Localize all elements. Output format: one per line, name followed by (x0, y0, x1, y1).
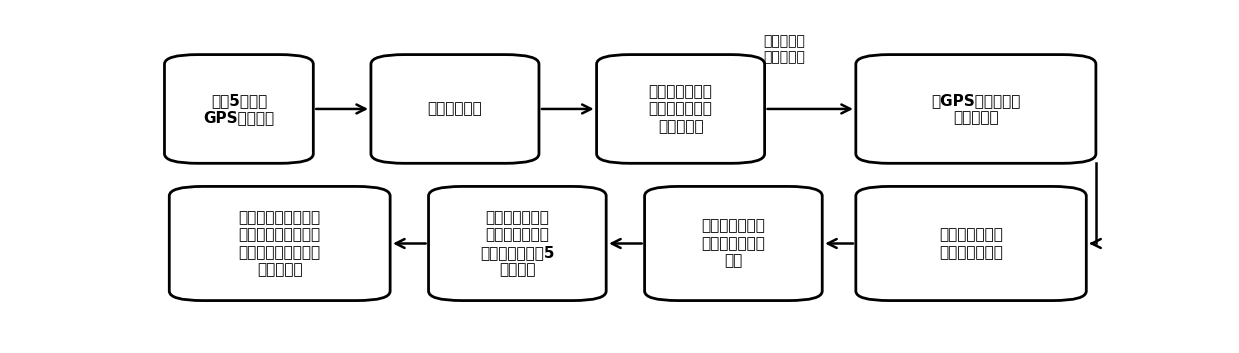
Text: 采集5天公交
GPS历史数据: 采集5天公交 GPS历史数据 (203, 93, 275, 125)
Text: 根据各时间段间隔时
间，计算早晚高峰、
平峰时每个物理站点
的等车时间: 根据各时间段间隔时 间，计算早晚高峰、 平峰时每个物理站点 的等车时间 (239, 210, 321, 277)
Text: 对GPS时间数据格
式进行修改: 对GPS时间数据格 式进行修改 (932, 93, 1021, 125)
FancyBboxPatch shape (170, 186, 390, 301)
FancyBboxPatch shape (429, 186, 606, 301)
FancyBboxPatch shape (856, 186, 1087, 301)
FancyBboxPatch shape (597, 55, 764, 163)
Text: 将前站和后站的
数据结构修改为
单站的结构: 将前站和后站的 数据结构修改为 单站的结构 (649, 84, 712, 134)
FancyBboxPatch shape (370, 55, 539, 163)
Text: 将各时间段内每
个物理站点到达
的公交车数量按5
天取均值: 将各时间段内每 个物理站点到达 的公交车数量按5 天取均值 (479, 210, 555, 277)
FancyBboxPatch shape (644, 186, 823, 301)
Text: 数据过滤处理: 数据过滤处理 (427, 101, 482, 116)
Text: 将线路站点编号
集计为物理站点
编号: 将线路站点编号 集计为物理站点 编号 (701, 219, 766, 268)
Text: 合并前站和
后站数据集: 合并前站和 后站数据集 (763, 34, 805, 64)
FancyBboxPatch shape (856, 55, 1097, 163)
FancyBboxPatch shape (165, 55, 313, 163)
Text: 匹配线路站点和
物理站点数据集: 匹配线路站点和 物理站点数据集 (939, 227, 1004, 260)
